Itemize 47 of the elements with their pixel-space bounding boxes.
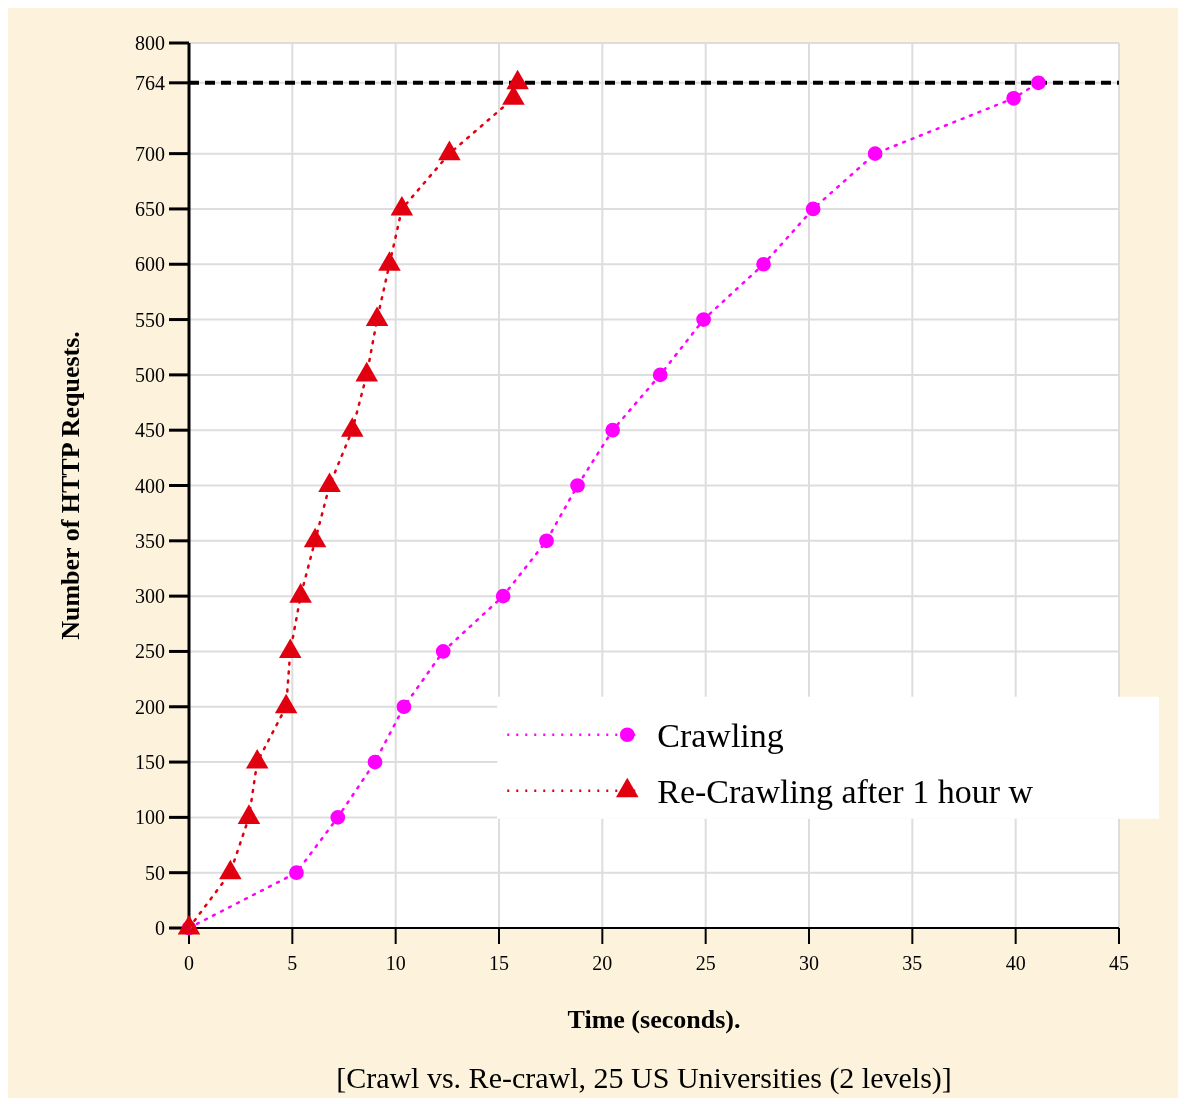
y-tick-label: 250 [135, 640, 165, 663]
x-tick-label: 40 [1005, 952, 1026, 974]
y-tick-label: 500 [135, 363, 165, 386]
point [289, 583, 312, 603]
y-tick-label: 50 [145, 861, 165, 884]
point [365, 306, 389, 327]
y-tick-label: 350 [135, 529, 165, 552]
y-tick-label: 300 [135, 585, 165, 608]
point [696, 312, 711, 327]
point [318, 472, 341, 493]
text: [Crawl vs. Re-crawl, 25 US Universities (2 levels)] [336, 1061, 952, 1095]
x-tick-label: 10 [385, 952, 406, 974]
point [341, 417, 364, 437]
point [756, 256, 771, 272]
y-tick-label: 400 [135, 474, 165, 497]
x-tick-label: 5 [287, 952, 298, 974]
legend-label: Crawling [657, 716, 784, 754]
point [605, 422, 621, 438]
y-tick-label: 150 [135, 751, 165, 774]
y-tick-label: 100 [135, 806, 165, 829]
y-tick-label: 450 [135, 419, 165, 442]
point [245, 749, 269, 769]
point [219, 859, 242, 880]
y-tick-label: 600 [135, 253, 165, 276]
x-tick-label: 35 [902, 952, 923, 974]
y-tick-label: 764 [135, 71, 165, 94]
x-tick-label: 25 [695, 952, 716, 974]
point [279, 638, 302, 658]
y-tick-label: 200 [135, 695, 165, 718]
point [1006, 90, 1021, 106]
x-tick-label: 20 [592, 952, 613, 974]
x-tick-label: 45 [1109, 952, 1129, 974]
x-tick-label: 15 [489, 952, 509, 974]
point [237, 804, 261, 824]
y-tick-label: 550 [135, 308, 165, 331]
x-tick-label: 30 [799, 952, 819, 974]
y-axis-title: Number of HTTP Requests. [56, 331, 85, 640]
point [1031, 75, 1046, 91]
y-tick-label: 800 [135, 32, 165, 54]
y-tick-label: 700 [135, 142, 165, 165]
y-tick-label: 650 [135, 197, 165, 220]
x-tick-label: 0 [184, 952, 194, 974]
x-axis-title: Time (seconds). [567, 1005, 741, 1034]
legend-label: Re-Crawling after 1 hour w [657, 772, 1034, 810]
point [177, 914, 201, 935]
point [303, 527, 327, 548]
y-tick-label: 0 [155, 917, 165, 939]
